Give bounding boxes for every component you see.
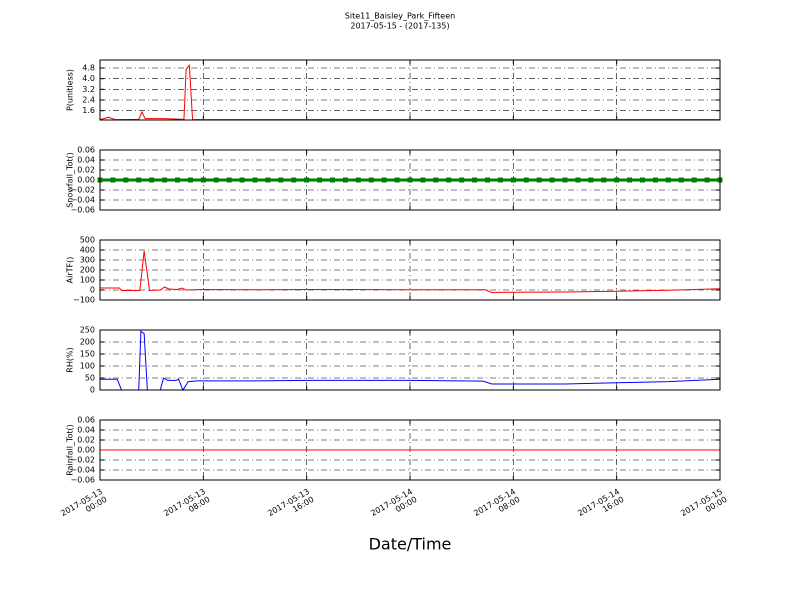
y-tick-label: −100 xyxy=(73,296,95,305)
axes-frame xyxy=(99,59,721,121)
y-axis-label: Rainfall_Tot() xyxy=(66,424,75,476)
data-point xyxy=(485,177,490,183)
axes-frame xyxy=(99,419,721,481)
y-tick-label: 200 xyxy=(80,338,95,347)
y-tick-label: 100 xyxy=(80,276,95,285)
data-point xyxy=(252,177,258,183)
y-tick-label: 0 xyxy=(90,386,95,395)
data-point xyxy=(304,177,310,183)
data-point xyxy=(149,177,155,183)
y-tick-label: −0.06 xyxy=(70,206,95,215)
y-tick-label: −0.02 xyxy=(70,456,95,465)
data-point xyxy=(381,177,387,183)
data-point xyxy=(704,177,710,183)
data-point xyxy=(200,177,206,183)
data-point xyxy=(226,177,232,183)
data-point xyxy=(162,177,168,183)
data-point xyxy=(588,177,594,183)
data-point xyxy=(691,177,697,183)
data-point xyxy=(265,177,271,183)
data-point xyxy=(433,177,439,183)
y-tick-label: 0.02 xyxy=(77,436,95,445)
y-tick-label: 150 xyxy=(80,350,95,359)
title: Site11_Baisley_Park_Fifteen xyxy=(345,12,455,21)
data-point xyxy=(317,177,323,183)
x-axis-label: Date/Time xyxy=(369,535,452,554)
y-tick-label: 250 xyxy=(80,326,95,335)
y-tick-label: 2.4 xyxy=(82,96,95,105)
data-point xyxy=(549,177,555,183)
axes-frame xyxy=(99,239,721,301)
axes-frame xyxy=(99,329,721,391)
data-point xyxy=(562,177,568,183)
data-point xyxy=(213,177,219,183)
data-point xyxy=(330,177,335,183)
y-tick-label: 0.02 xyxy=(77,166,95,175)
y-tick-label: −0.04 xyxy=(70,466,95,475)
y-tick-label: 1.6 xyxy=(82,106,95,115)
y-tick-label: 50 xyxy=(85,374,95,383)
data-point xyxy=(446,177,452,183)
y-tick-label: 0.06 xyxy=(77,146,95,155)
y-tick-label: 4.8 xyxy=(82,64,95,73)
y-tick-label: 0.06 xyxy=(77,416,95,425)
y-tick-label: 4.0 xyxy=(82,74,95,83)
data-point xyxy=(420,177,426,183)
data-point xyxy=(601,177,607,183)
data-point xyxy=(123,177,129,183)
y-tick-label: 0 xyxy=(90,286,95,295)
data-point xyxy=(523,177,529,183)
data-point xyxy=(678,177,684,183)
y-axis-label: AirTF() xyxy=(66,257,75,284)
data-line xyxy=(100,250,721,294)
y-tick-label: 0.04 xyxy=(77,426,95,435)
y-tick-label: 3.2 xyxy=(82,85,95,94)
y-tick-label: −0.06 xyxy=(70,476,95,485)
data-point xyxy=(652,177,658,183)
data-point xyxy=(510,177,516,183)
data-point xyxy=(627,177,633,183)
y-axis-label: P(unitless) xyxy=(66,69,75,111)
data-point xyxy=(407,177,413,183)
y-tick-label: 0.00 xyxy=(77,176,95,185)
y-axis-label: Snowfall_Tot() xyxy=(66,152,75,208)
data-point xyxy=(291,177,297,183)
y-tick-label: 100 xyxy=(80,362,95,371)
data-point xyxy=(472,177,478,183)
data-point xyxy=(175,177,180,183)
data-point xyxy=(342,177,348,183)
y-tick-label: −0.04 xyxy=(70,196,95,205)
data-point xyxy=(536,177,542,183)
data-point xyxy=(239,177,245,183)
data-point xyxy=(110,177,116,183)
y-tick-label: 0.04 xyxy=(77,156,95,165)
y-tick-label: 400 xyxy=(80,246,95,255)
data-point xyxy=(278,177,284,183)
data-point xyxy=(665,177,671,183)
axes-frame xyxy=(99,149,721,211)
y-tick-label: 300 xyxy=(80,256,95,265)
y-tick-label: −0.02 xyxy=(70,186,95,195)
y-tick-label: 0.00 xyxy=(77,446,95,455)
data-point xyxy=(187,177,193,183)
data-point xyxy=(459,177,465,183)
data-point xyxy=(136,177,142,183)
data-point xyxy=(575,177,581,183)
y-axis-label: RH(%) xyxy=(66,347,75,372)
data-point xyxy=(640,177,645,183)
data-point xyxy=(394,177,400,183)
data-point xyxy=(368,177,374,183)
data-point xyxy=(355,177,361,183)
subtitle: 2017-05-15 - (2017-135) xyxy=(350,22,449,31)
y-tick-label: 500 xyxy=(80,236,95,245)
data-point xyxy=(497,177,503,183)
data-point xyxy=(614,177,620,183)
y-tick-label: 200 xyxy=(80,266,95,275)
